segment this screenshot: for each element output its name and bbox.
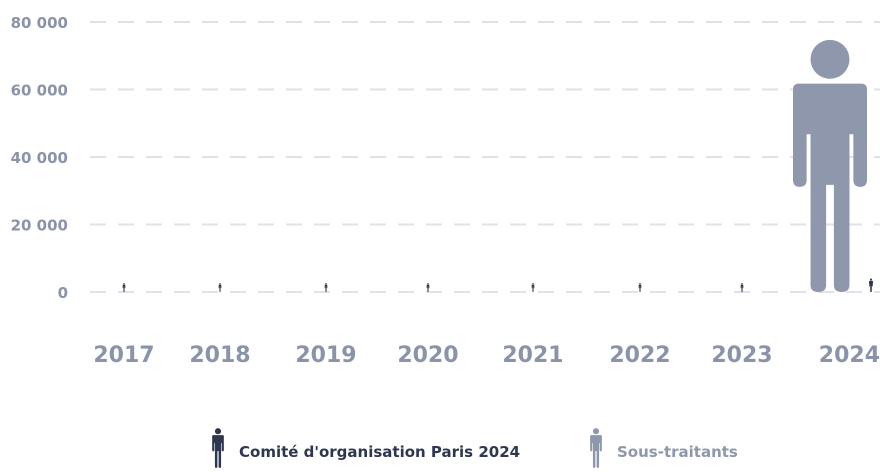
x-tick-label: 2020 xyxy=(397,343,458,368)
y-axis-ticks: 0 20 000 40 000 60 000 80 000 xyxy=(11,14,68,302)
x-tick-label: 2022 xyxy=(609,343,670,368)
person-mark-comite xyxy=(639,283,642,292)
legend-label-sous-traitants: Sous-traitants xyxy=(617,443,738,461)
person-icon xyxy=(585,428,607,468)
y-tick-label: 40 000 xyxy=(11,149,68,167)
person-mark-comite xyxy=(869,279,873,292)
x-axis-ticks: 2017 2018 2019 2020 2021 2022 2023 2024 xyxy=(93,343,880,368)
person-mark-sous-traitants xyxy=(793,40,867,292)
y-tick-label: 20 000 xyxy=(11,217,68,235)
person-mark-comite xyxy=(219,283,222,292)
person-mark-comite xyxy=(532,283,535,292)
x-tick-label: 2019 xyxy=(295,343,356,368)
legend-item-sous-traitants: Sous-traitants xyxy=(585,424,738,472)
x-tick-label: 2018 xyxy=(189,343,250,368)
person-mark-comite xyxy=(741,283,744,292)
person-mark-comite xyxy=(123,283,126,292)
person-mark-comite xyxy=(427,283,430,292)
legend: Comité d'organisation Paris 2024 Sous-tr… xyxy=(0,420,880,467)
legend-item-comite: Comité d'organisation Paris 2024 xyxy=(207,424,520,472)
person-icon xyxy=(207,428,229,468)
x-tick-label: 2021 xyxy=(502,343,563,368)
x-tick-label: 2023 xyxy=(711,343,772,368)
y-tick-label: 80 000 xyxy=(11,14,68,32)
grid-lines xyxy=(90,21,880,293)
x-tick-label: 2024 xyxy=(819,343,880,368)
y-tick-label: 0 xyxy=(58,284,68,302)
y-tick-label: 60 000 xyxy=(11,82,68,100)
legend-label-comite: Comité d'organisation Paris 2024 xyxy=(239,443,521,461)
person-mark-comite xyxy=(325,283,328,292)
x-tick-label: 2017 xyxy=(93,343,154,368)
chart-marks xyxy=(123,40,873,292)
